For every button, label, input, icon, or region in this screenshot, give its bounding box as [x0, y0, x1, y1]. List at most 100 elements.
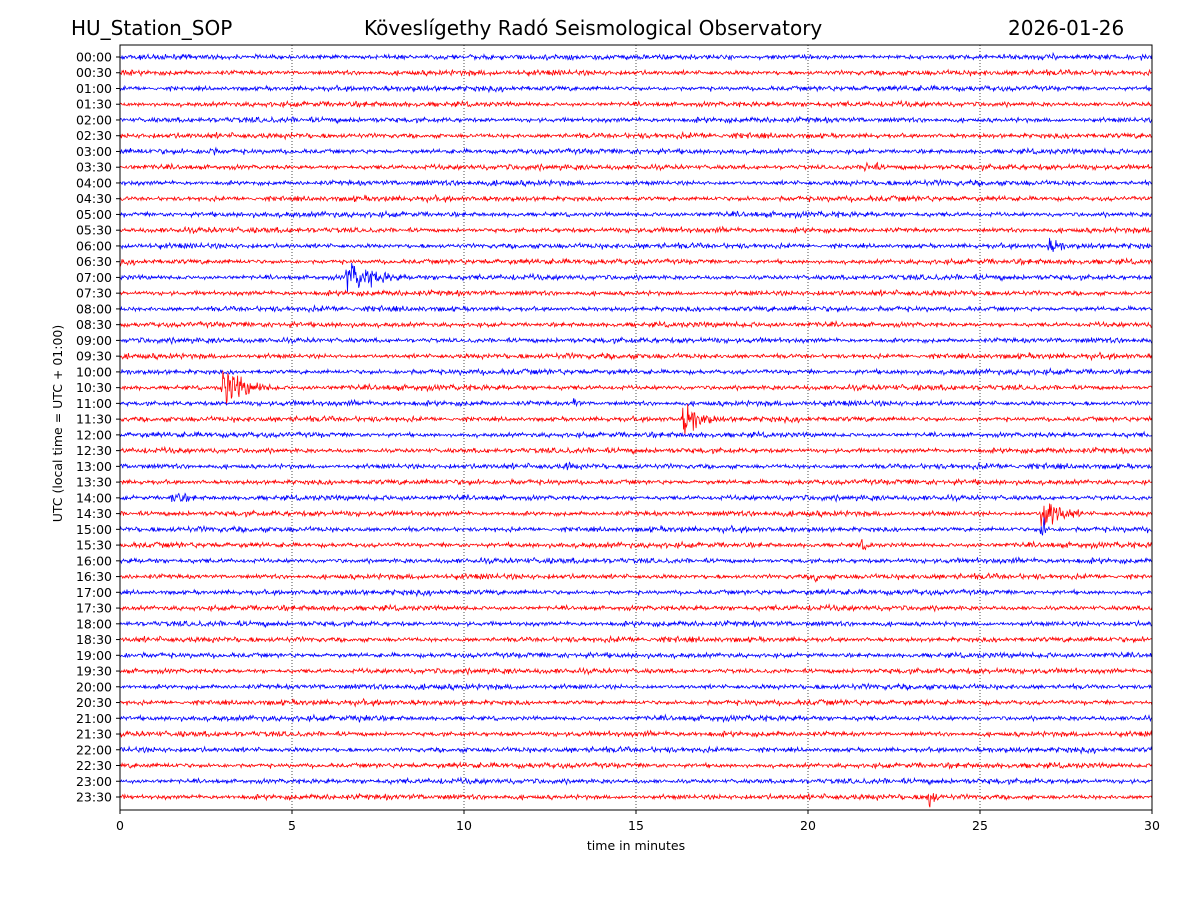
- x-tick-label: 5: [288, 818, 296, 833]
- y-tick-label: 12:00: [76, 427, 112, 442]
- y-tick-label: 15:00: [76, 522, 112, 537]
- chart-date: 2026-01-26: [1008, 16, 1125, 40]
- trace-0500: [119, 209, 1152, 220]
- y-tick-label: 23:30: [76, 790, 112, 805]
- y-tick-label: 15:30: [76, 538, 112, 553]
- trace-0030: [119, 68, 1153, 78]
- y-tick-label: 02:30: [76, 128, 112, 143]
- trace-0400: [119, 178, 1153, 188]
- trace-1430: [119, 503, 1153, 527]
- y-tick-label: 00:30: [76, 65, 112, 80]
- y-tick-label: 06:30: [76, 254, 112, 269]
- y-tick-label: 18:00: [76, 616, 112, 631]
- trace-1600: [119, 556, 1153, 565]
- x-tick-label: 0: [116, 818, 124, 833]
- trace-1130: [119, 403, 1153, 436]
- y-tick-label: 04:00: [76, 175, 112, 190]
- y-tick-label: 19:00: [76, 648, 112, 663]
- chart-title: Köveslígethy Radó Seismological Observat…: [364, 16, 823, 40]
- trace-1630: [119, 572, 1153, 583]
- trace-2200: [119, 745, 1153, 755]
- trace-0200: [119, 115, 1153, 125]
- trace-0600: [119, 237, 1153, 252]
- x-tick-label: 10: [456, 818, 472, 833]
- y-tick-label: 12:30: [76, 443, 112, 458]
- trace-1400: [119, 492, 1153, 503]
- trace-1500: [119, 517, 1152, 536]
- y-tick-label: 03:00: [76, 144, 112, 159]
- trace-1030: [119, 370, 1153, 405]
- trace-1800: [119, 619, 1153, 629]
- y-tick-label: 11:00: [76, 396, 112, 411]
- y-tick-label: 23:00: [76, 774, 112, 789]
- y-tick-label: 00:00: [76, 50, 112, 65]
- y-tick-label: 13:30: [76, 475, 112, 490]
- y-tick-label: 01:30: [76, 97, 112, 112]
- trace-0530: [119, 225, 1152, 235]
- trace-1330: [119, 477, 1153, 487]
- x-tick-label: 15: [628, 818, 644, 833]
- y-tick-label: 14:00: [76, 490, 112, 505]
- y-tick-label: 11:30: [76, 412, 112, 427]
- trace-0830: [119, 319, 1153, 329]
- y-tick-label: 01:00: [76, 81, 112, 96]
- trace-2330: [119, 792, 1153, 808]
- y-tick-label: 05:00: [76, 207, 112, 222]
- trace-2000: [119, 682, 1152, 692]
- trace-1900: [119, 651, 1153, 660]
- trace-2300: [119, 776, 1153, 786]
- y-tick-label: 08:30: [76, 317, 112, 332]
- trace-0430: [119, 193, 1153, 204]
- y-tick-label: 20:00: [76, 679, 112, 694]
- trace-2030: [119, 697, 1153, 708]
- y-tick-label: 09:00: [76, 333, 112, 348]
- trace-1300: [119, 461, 1153, 471]
- trace-2230: [119, 761, 1153, 770]
- trace-1530: [119, 538, 1153, 551]
- trace-1830: [119, 634, 1152, 644]
- trace-1700: [119, 587, 1152, 598]
- trace-1230: [119, 445, 1153, 456]
- y-tick-label: 22:00: [76, 742, 112, 757]
- y-tick-label: 07:30: [76, 286, 112, 301]
- y-tick-label: 21:00: [76, 711, 112, 726]
- y-tick-label: 10:30: [76, 380, 112, 395]
- trace-0800: [119, 304, 1153, 314]
- x-tick-label: 20: [800, 818, 816, 833]
- trace-1730: [119, 603, 1153, 613]
- trace-1100: [119, 398, 1152, 408]
- y-tick-label: 03:30: [76, 160, 112, 175]
- station-name: HU_Station_SOP: [71, 16, 233, 40]
- x-tick-label: 30: [1144, 818, 1160, 833]
- trace-0630: [119, 257, 1153, 267]
- y-tick-label: 10:00: [76, 364, 112, 379]
- y-tick-label: 20:30: [76, 695, 112, 710]
- y-tick-label: 02:00: [76, 112, 112, 127]
- y-tick-label: 04:30: [76, 191, 112, 206]
- y-tick-label: 07:00: [76, 270, 112, 285]
- trace-0930: [119, 351, 1153, 362]
- y-tick-label: 13:00: [76, 459, 112, 474]
- y-tick-label: 06:00: [76, 238, 112, 253]
- trace-0300: [119, 146, 1153, 156]
- trace-0730: [119, 289, 1152, 298]
- trace-1000: [119, 367, 1152, 377]
- trace-1200: [119, 430, 1153, 440]
- trace-0000: [119, 51, 1153, 62]
- y-tick-label: 16:30: [76, 569, 112, 584]
- y-tick-label: 18:30: [76, 632, 112, 647]
- x-axis-label: time in minutes: [587, 838, 685, 853]
- y-axis-label: UTC (local time = UTC + 01:00): [50, 325, 65, 523]
- y-tick-label: 21:30: [76, 727, 112, 742]
- trace-2100: [119, 713, 1153, 724]
- y-tick-label: 08:00: [76, 301, 112, 316]
- trace-1930: [119, 666, 1153, 676]
- trace-0700: [119, 262, 1153, 293]
- trace-0900: [119, 336, 1153, 346]
- y-tick-label: 05:30: [76, 223, 112, 238]
- trace-0330: [119, 161, 1153, 173]
- x-tick-label: 25: [972, 818, 988, 833]
- trace-2130: [119, 729, 1153, 739]
